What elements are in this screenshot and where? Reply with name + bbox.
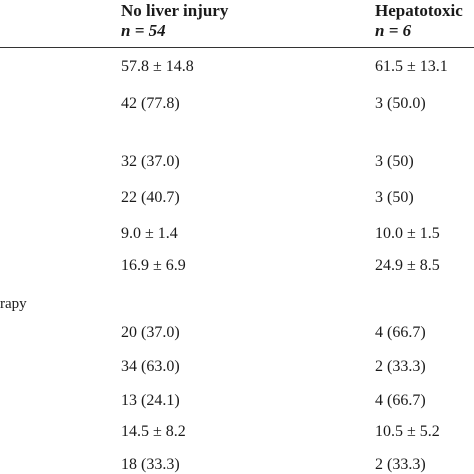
cell-hepatotoxic: 2 (33.3) [375, 456, 426, 473]
column-n-label: n = 6 [375, 21, 412, 40]
cell-hepatotoxic: 4 (66.7) [375, 324, 426, 341]
cell-hepatotoxic: 10.5 ± 5.2 [375, 423, 440, 440]
cell-no-liver-injury: 34 (63.0) [121, 358, 180, 375]
cell-no-liver-injury: 18 (33.3) [121, 456, 180, 473]
cell-no-liver-injury: 9.0 ± 1.4 [121, 225, 178, 242]
cell-no-liver-injury: 16.9 ± 6.9 [121, 257, 186, 274]
cell-no-liver-injury: 14.5 ± 8.2 [121, 423, 186, 440]
cell-no-liver-injury: 20 (37.0) [121, 324, 180, 341]
column-title: Hepatotoxic [375, 1, 463, 20]
column-header-no-liver-injury: No liver injury n = 54 [121, 1, 228, 41]
header-rule [0, 47, 474, 48]
cell-hepatotoxic: 3 (50) [375, 189, 414, 206]
cell-no-liver-injury: 13 (24.1) [121, 392, 180, 409]
column-n-label: n = 54 [121, 21, 166, 40]
cell-hepatotoxic: 3 (50) [375, 153, 414, 170]
column-header-hepatotoxic: Hepatotoxic n = 6 [375, 1, 463, 41]
cell-no-liver-injury: 42 (77.8) [121, 95, 180, 112]
cell-hepatotoxic: 24.9 ± 8.5 [375, 257, 440, 274]
cell-no-liver-injury: 32 (37.0) [121, 153, 180, 170]
cell-hepatotoxic: 61.5 ± 13.1 [375, 58, 448, 75]
cell-hepatotoxic: 3 (50.0) [375, 95, 426, 112]
cell-no-liver-injury: 22 (40.7) [121, 189, 180, 206]
cell-hepatotoxic: 2 (33.3) [375, 358, 426, 375]
cell-hepatotoxic: 4 (66.7) [375, 392, 426, 409]
cell-hepatotoxic: 10.0 ± 1.5 [375, 225, 440, 242]
row-label-therapy: rapy [0, 296, 27, 312]
cell-no-liver-injury: 57.8 ± 14.8 [121, 58, 194, 75]
column-title: No liver injury [121, 1, 229, 20]
